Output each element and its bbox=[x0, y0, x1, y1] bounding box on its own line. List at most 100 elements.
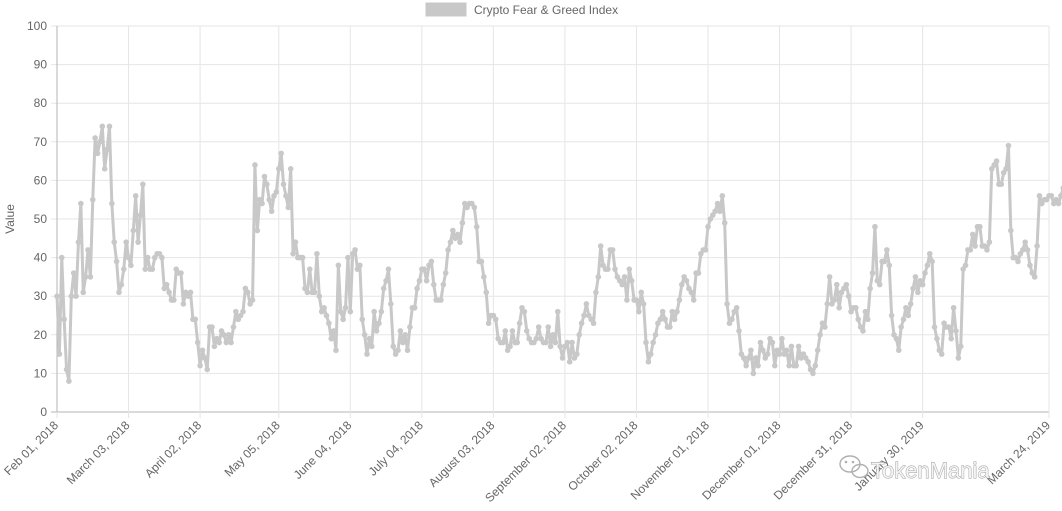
data-point[interactable] bbox=[89, 196, 96, 203]
data-point[interactable] bbox=[771, 362, 778, 369]
data-point[interactable] bbox=[724, 301, 730, 307]
data-point[interactable] bbox=[826, 274, 833, 280]
data-point[interactable] bbox=[204, 366, 211, 373]
chart-legend[interactable]: Crypto Fear & Greed Index bbox=[425, 2, 618, 17]
data-point[interactable] bbox=[984, 247, 990, 253]
data-point[interactable] bbox=[430, 281, 437, 288]
data-point[interactable] bbox=[101, 166, 108, 172]
data-point[interactable] bbox=[514, 339, 521, 346]
data-point[interactable] bbox=[624, 297, 630, 303]
data-point[interactable] bbox=[323, 312, 330, 319]
data-point[interactable] bbox=[574, 351, 580, 357]
data-point[interactable] bbox=[342, 304, 349, 311]
data-point[interactable] bbox=[1015, 258, 1021, 265]
data-point[interactable] bbox=[447, 239, 454, 245]
data-point[interactable] bbox=[192, 316, 199, 323]
data-point[interactable] bbox=[211, 343, 218, 350]
data-point[interactable] bbox=[376, 320, 382, 327]
data-point[interactable] bbox=[63, 366, 70, 373]
data-point[interactable] bbox=[736, 328, 742, 334]
data-point[interactable] bbox=[748, 347, 754, 354]
data-point[interactable] bbox=[414, 285, 420, 292]
data-point[interactable] bbox=[78, 200, 84, 207]
data-point[interactable] bbox=[130, 227, 137, 234]
data-point[interactable] bbox=[535, 324, 542, 330]
data-point[interactable] bbox=[569, 339, 575, 346]
data-point[interactable] bbox=[915, 289, 921, 296]
data-point[interactable] bbox=[733, 304, 740, 311]
data-point[interactable] bbox=[564, 339, 571, 346]
data-point[interactable] bbox=[590, 320, 597, 327]
data-point[interactable] bbox=[638, 289, 645, 296]
data-point[interactable] bbox=[1003, 166, 1009, 172]
data-point[interactable] bbox=[545, 324, 552, 330]
data-point[interactable] bbox=[80, 289, 87, 296]
data-point[interactable] bbox=[180, 301, 187, 307]
data-point[interactable] bbox=[416, 277, 423, 284]
data-point[interactable] bbox=[85, 247, 91, 253]
data-point[interactable] bbox=[757, 339, 764, 346]
data-point[interactable] bbox=[953, 328, 959, 334]
data-point[interactable] bbox=[1019, 247, 1026, 253]
data-point[interactable] bbox=[869, 270, 876, 276]
data-point[interactable] bbox=[166, 289, 172, 296]
data-point[interactable] bbox=[440, 281, 447, 288]
data-point[interactable] bbox=[142, 266, 149, 272]
data-point[interactable] bbox=[233, 308, 239, 315]
data-point[interactable] bbox=[137, 212, 144, 218]
data-point[interactable] bbox=[864, 316, 871, 323]
data-point[interactable] bbox=[333, 347, 339, 354]
data-point[interactable] bbox=[805, 359, 811, 365]
data-point[interactable] bbox=[884, 247, 890, 253]
data-point[interactable] bbox=[521, 308, 528, 315]
data-point[interactable] bbox=[740, 355, 747, 361]
data-point[interactable] bbox=[547, 343, 554, 350]
data-point[interactable] bbox=[647, 351, 654, 357]
data-point[interactable] bbox=[94, 150, 101, 157]
data-point[interactable] bbox=[385, 266, 392, 272]
data-point[interactable] bbox=[576, 332, 583, 338]
data-point[interactable] bbox=[929, 258, 935, 265]
data-point[interactable] bbox=[70, 270, 77, 276]
data-point[interactable] bbox=[264, 181, 270, 188]
data-point[interactable] bbox=[73, 293, 79, 300]
data-point[interactable] bbox=[822, 324, 828, 330]
data-point[interactable] bbox=[860, 328, 866, 334]
data-point[interactable] bbox=[552, 339, 559, 346]
data-point[interactable] bbox=[202, 355, 208, 361]
data-point[interactable] bbox=[783, 347, 790, 354]
data-point[interactable] bbox=[788, 343, 795, 350]
data-point[interactable] bbox=[1027, 262, 1033, 269]
data-point[interactable] bbox=[962, 262, 969, 269]
data-point[interactable] bbox=[299, 254, 306, 261]
data-point[interactable] bbox=[612, 266, 618, 272]
data-point[interactable] bbox=[934, 335, 940, 342]
data-point[interactable] bbox=[254, 227, 261, 234]
data-point[interactable] bbox=[1024, 247, 1031, 253]
data-point[interactable] bbox=[278, 150, 284, 157]
data-point[interactable] bbox=[61, 316, 67, 323]
data-point[interactable] bbox=[793, 362, 800, 369]
data-point[interactable] bbox=[290, 250, 296, 257]
data-point[interactable] bbox=[483, 289, 490, 296]
data-point[interactable] bbox=[140, 181, 146, 188]
data-point[interactable] bbox=[779, 335, 785, 342]
data-point[interactable] bbox=[228, 339, 234, 346]
data-point[interactable] bbox=[659, 308, 666, 315]
data-point[interactable] bbox=[321, 304, 327, 311]
data-point[interactable] bbox=[683, 277, 690, 284]
data-point[interactable] bbox=[144, 254, 151, 261]
data-point[interactable] bbox=[66, 378, 72, 384]
data-point[interactable] bbox=[550, 332, 556, 338]
data-point[interactable] bbox=[221, 332, 227, 338]
data-point[interactable] bbox=[314, 250, 320, 257]
data-point[interactable] bbox=[149, 266, 156, 272]
data-point[interactable] bbox=[471, 204, 478, 211]
data-point[interactable] bbox=[853, 304, 859, 311]
data-point[interactable] bbox=[1008, 227, 1014, 234]
data-point[interactable] bbox=[120, 266, 127, 272]
data-point[interactable] bbox=[578, 320, 585, 327]
data-point[interactable] bbox=[667, 324, 673, 330]
data-point[interactable] bbox=[87, 274, 94, 280]
data-point[interactable] bbox=[194, 339, 201, 346]
